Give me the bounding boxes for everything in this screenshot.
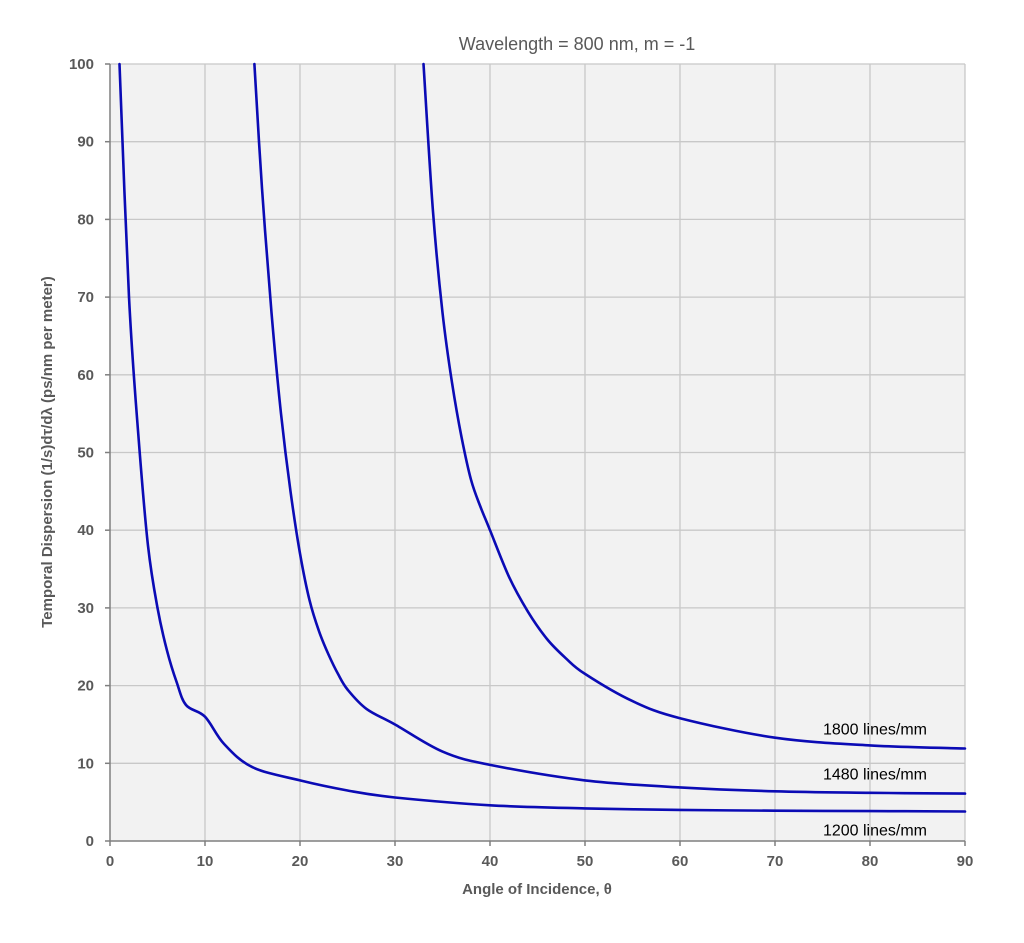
x-tick-label: 20 <box>292 853 309 870</box>
y-tick-label: 70 <box>77 289 94 306</box>
x-tick-label: 10 <box>197 853 214 870</box>
y-tick-label: 80 <box>77 211 94 228</box>
y-tick-label: 40 <box>77 522 94 539</box>
y-tick-label: 50 <box>77 445 94 462</box>
series-line-1480 <box>253 62 967 795</box>
y-tick-label: 0 <box>86 833 94 850</box>
y-tick-label: 20 <box>77 678 94 695</box>
y-tick-label: 10 <box>77 755 94 772</box>
series-group <box>118 62 967 813</box>
chart-title: Wavelength = 800 nm, m = -1 <box>459 34 695 54</box>
series-label: 1480 lines/mm <box>823 767 927 784</box>
x-tick-label: 60 <box>672 853 689 870</box>
x-tick-label: 70 <box>767 853 784 870</box>
x-tick-label: 80 <box>862 853 879 870</box>
y-tick-label: 100 <box>69 56 94 73</box>
x-tick-label: 0 <box>106 853 114 870</box>
tick-labels: 0 10 20 30 40 50 60 70 80 90 0 10 20 30 40 50 60 70 80 90 10… <box>69 56 973 870</box>
curve-labels: 1200 lines/mm 1480 lines/mm 1800 lines/mm <box>823 722 927 840</box>
y-tick-label: 30 <box>77 600 94 617</box>
series-label: 1800 lines/mm <box>823 722 927 739</box>
y-tick-label: 60 <box>77 367 94 384</box>
x-tick-label: 30 <box>387 853 404 870</box>
series-label: 1200 lines/mm <box>823 822 927 839</box>
y-tick-label: 90 <box>77 134 94 151</box>
grid <box>110 63 966 841</box>
x-tick-label: 40 <box>482 853 499 870</box>
axes <box>105 63 966 846</box>
x-tick-label: 90 <box>957 853 974 870</box>
x-tick-label: 50 <box>577 853 594 870</box>
y-axis-title: Temporal Dispersion (1/s)dτ/dλ (ps/nm pe… <box>39 276 56 628</box>
series-line-1800 <box>422 62 967 750</box>
series-line-1200 <box>118 62 967 813</box>
x-axis-title: Angle of Incidence, θ <box>462 881 612 898</box>
